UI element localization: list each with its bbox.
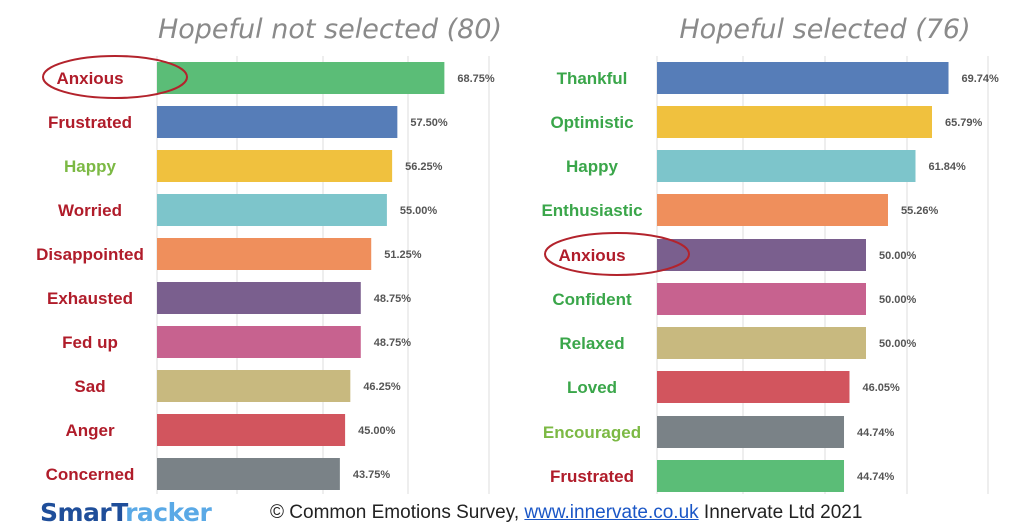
value-label: 55.00%	[400, 205, 438, 217]
bar-exhausted	[157, 282, 361, 314]
bar-anger	[157, 414, 346, 446]
credit-line: © Common Emotions Survey, www.innervate.…	[270, 502, 862, 524]
category-label: Anger	[65, 421, 115, 440]
bar-happy	[157, 150, 393, 182]
value-label: 51.25%	[384, 249, 422, 261]
bar-thankful	[657, 62, 949, 94]
bar-frustrated	[657, 460, 845, 492]
logo-part2: racker	[125, 498, 212, 527]
value-label: 56.25%	[405, 161, 443, 173]
value-label: 46.05%	[862, 382, 900, 394]
category-label: Sad	[74, 377, 105, 396]
category-label: Anxious	[56, 69, 123, 88]
category-label: Frustrated	[48, 113, 132, 132]
value-label: 50.00%	[879, 250, 917, 262]
category-label: Concerned	[46, 465, 135, 484]
category-label: Enthusiastic	[541, 201, 642, 220]
chart-title-left: Hopeful not selected (80)	[157, 14, 503, 45]
category-label: Loved	[567, 378, 617, 397]
bar-happy	[657, 150, 916, 182]
category-label: Frustrated	[550, 467, 634, 486]
value-label: 50.00%	[879, 294, 917, 306]
chart-title-right: Hopeful selected (76)	[679, 14, 971, 45]
category-label: Exhausted	[47, 289, 133, 308]
value-label: 48.75%	[374, 337, 412, 349]
category-label: Happy	[566, 157, 619, 176]
category-label: Anxious	[558, 246, 625, 265]
category-label: Worried	[58, 201, 122, 220]
bar-anxious	[657, 239, 866, 271]
credit-prefix: © Common Emotions Survey,	[270, 502, 525, 523]
bar-loved	[657, 371, 850, 403]
category-label: Happy	[64, 157, 117, 176]
bar-enthusiastic	[657, 194, 888, 226]
highlight-ellipse	[544, 232, 690, 276]
logo-part1: SmarT	[40, 498, 126, 527]
value-label: 44.74%	[857, 427, 895, 439]
category-label: Disappointed	[36, 245, 144, 264]
innervate-link[interactable]: www.innervate.co.uk	[524, 502, 699, 523]
category-label: Fed up	[62, 333, 118, 352]
bar-charts: 68.75% Anxious 57.50% Frustrated 56.25% Happy…	[36, 55, 999, 494]
category-label: Encouraged	[543, 423, 641, 442]
bar-optimistic	[657, 106, 933, 138]
value-label: 50.00%	[879, 338, 917, 350]
bar-fed-up	[157, 326, 361, 358]
value-label: 65.79%	[945, 117, 983, 129]
chart-panel-1: 69.74% Thankful 65.79% Optimistic 61.84% Happ…	[541, 56, 999, 494]
value-label: 45.00%	[358, 425, 396, 437]
value-label: 46.25%	[363, 381, 401, 393]
value-label: 44.74%	[857, 471, 895, 483]
footer: SmarTracker © Common Emotions Survey, ww…	[0, 496, 1024, 532]
bar-disappointed	[157, 238, 372, 270]
bar-relaxed	[657, 327, 866, 359]
bar-frustrated	[157, 106, 398, 138]
bar-worried	[157, 194, 387, 226]
value-label: 55.26%	[901, 205, 939, 217]
highlight-ellipse	[42, 55, 188, 99]
category-label: Optimistic	[550, 113, 633, 132]
value-label: 57.50%	[410, 117, 448, 129]
bar-anxious	[157, 62, 445, 94]
category-label: Relaxed	[559, 334, 624, 353]
bar-concerned	[157, 458, 340, 490]
value-label: 43.75%	[353, 469, 391, 481]
category-label: Thankful	[557, 69, 628, 88]
bar-sad	[157, 370, 351, 402]
value-label: 61.84%	[928, 161, 966, 173]
value-label: 68.75%	[457, 73, 495, 85]
bar-confident	[657, 283, 866, 315]
value-label: 69.74%	[962, 73, 1000, 85]
value-label: 48.75%	[374, 293, 412, 305]
bar-encouraged	[657, 416, 845, 448]
category-label: Confident	[552, 290, 632, 309]
smarttracker-logo: SmarTracker	[40, 498, 212, 528]
chart-panel-0: 68.75% Anxious 57.50% Frustrated 56.25% Happy…	[36, 55, 495, 494]
credit-suffix: Innervate Ltd 2021	[698, 502, 863, 523]
